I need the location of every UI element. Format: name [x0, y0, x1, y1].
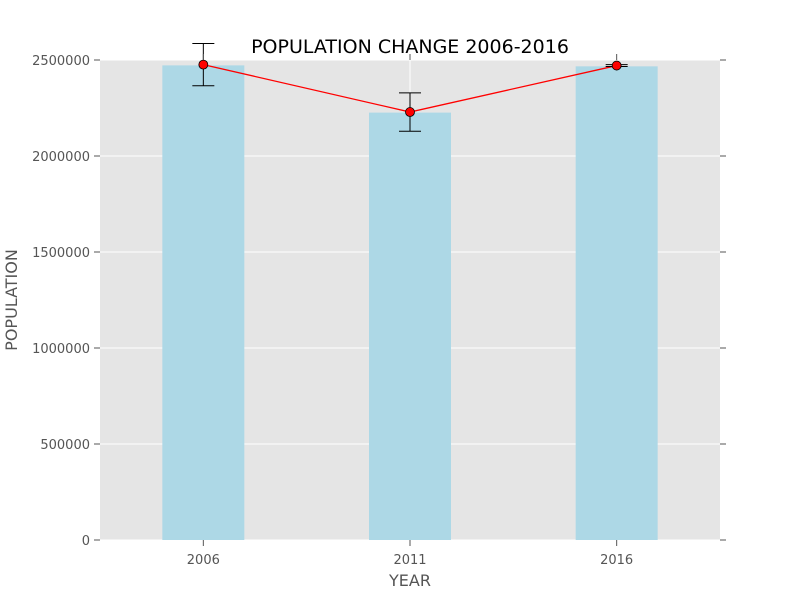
bar-2016 [575, 66, 658, 540]
bar-2011 [369, 112, 451, 540]
chart-title: POPULATION CHANGE 2006-2016 [251, 36, 569, 58]
y-tick-label: 2000000 [32, 150, 90, 165]
x-tick-label: 2016 [600, 553, 633, 568]
y-axis-ticks: 0 500000 1000000 1500000 2000000 2500000 [32, 54, 726, 549]
y-axis-label: POPULATION [2, 249, 21, 351]
y-tick-label: 1000000 [32, 342, 90, 357]
y-tick-label: 0 [82, 534, 90, 549]
line-marker-2016 [611, 60, 622, 71]
bar-2006 [162, 65, 245, 540]
y-tick-label: 1500000 [32, 246, 90, 261]
line-markers [198, 59, 622, 117]
line-marker-2006 [198, 59, 209, 70]
x-tick-label: 2011 [393, 553, 426, 568]
y-tick-label: 2500000 [32, 54, 90, 69]
x-tick-label: 2006 [187, 553, 220, 568]
x-axis-label: YEAR [388, 571, 431, 590]
line-marker-2011 [405, 107, 415, 117]
y-tick-label: 500000 [40, 438, 90, 453]
x-axis-ticks: 2006 2011 2016 [187, 54, 633, 568]
bars [162, 65, 658, 540]
